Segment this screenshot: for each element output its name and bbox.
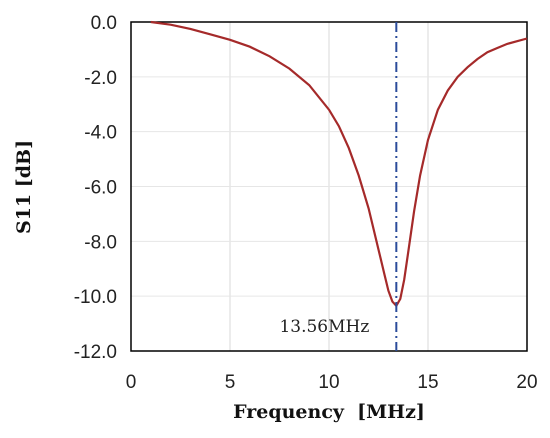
y-tick-labels: 0.0 -2.0 -4.0 -6.0 -8.0 -10.0 -12.0 [74, 13, 117, 363]
x-tick-label: 5 [225, 372, 236, 393]
y-tick-label: -6.0 [84, 178, 117, 199]
x-tick-label: 10 [318, 372, 339, 393]
x-axis-title: Frequency [MHz] [233, 401, 425, 423]
x-tick-label: 20 [516, 372, 537, 393]
y-tick-label: -2.0 [84, 68, 117, 89]
y-tick-label: 0.0 [91, 13, 117, 34]
plot-frame [130, 21, 528, 352]
y-tick-label: -4.0 [84, 123, 117, 144]
x-tick-label: 0 [126, 372, 137, 393]
y-tick-label: -12.0 [74, 342, 117, 363]
y-tick-label: -8.0 [84, 232, 117, 253]
y-axis-title: S11 [dB] [13, 140, 35, 234]
grid-lines [130, 21, 528, 352]
series-line [150, 20, 528, 308]
x-tick-labels: 0 5 10 15 20 [126, 372, 538, 393]
marker-label: 13.56MHz [279, 317, 369, 337]
x-tick-label: 15 [417, 372, 438, 393]
y-tick-label: -10.0 [74, 287, 117, 308]
